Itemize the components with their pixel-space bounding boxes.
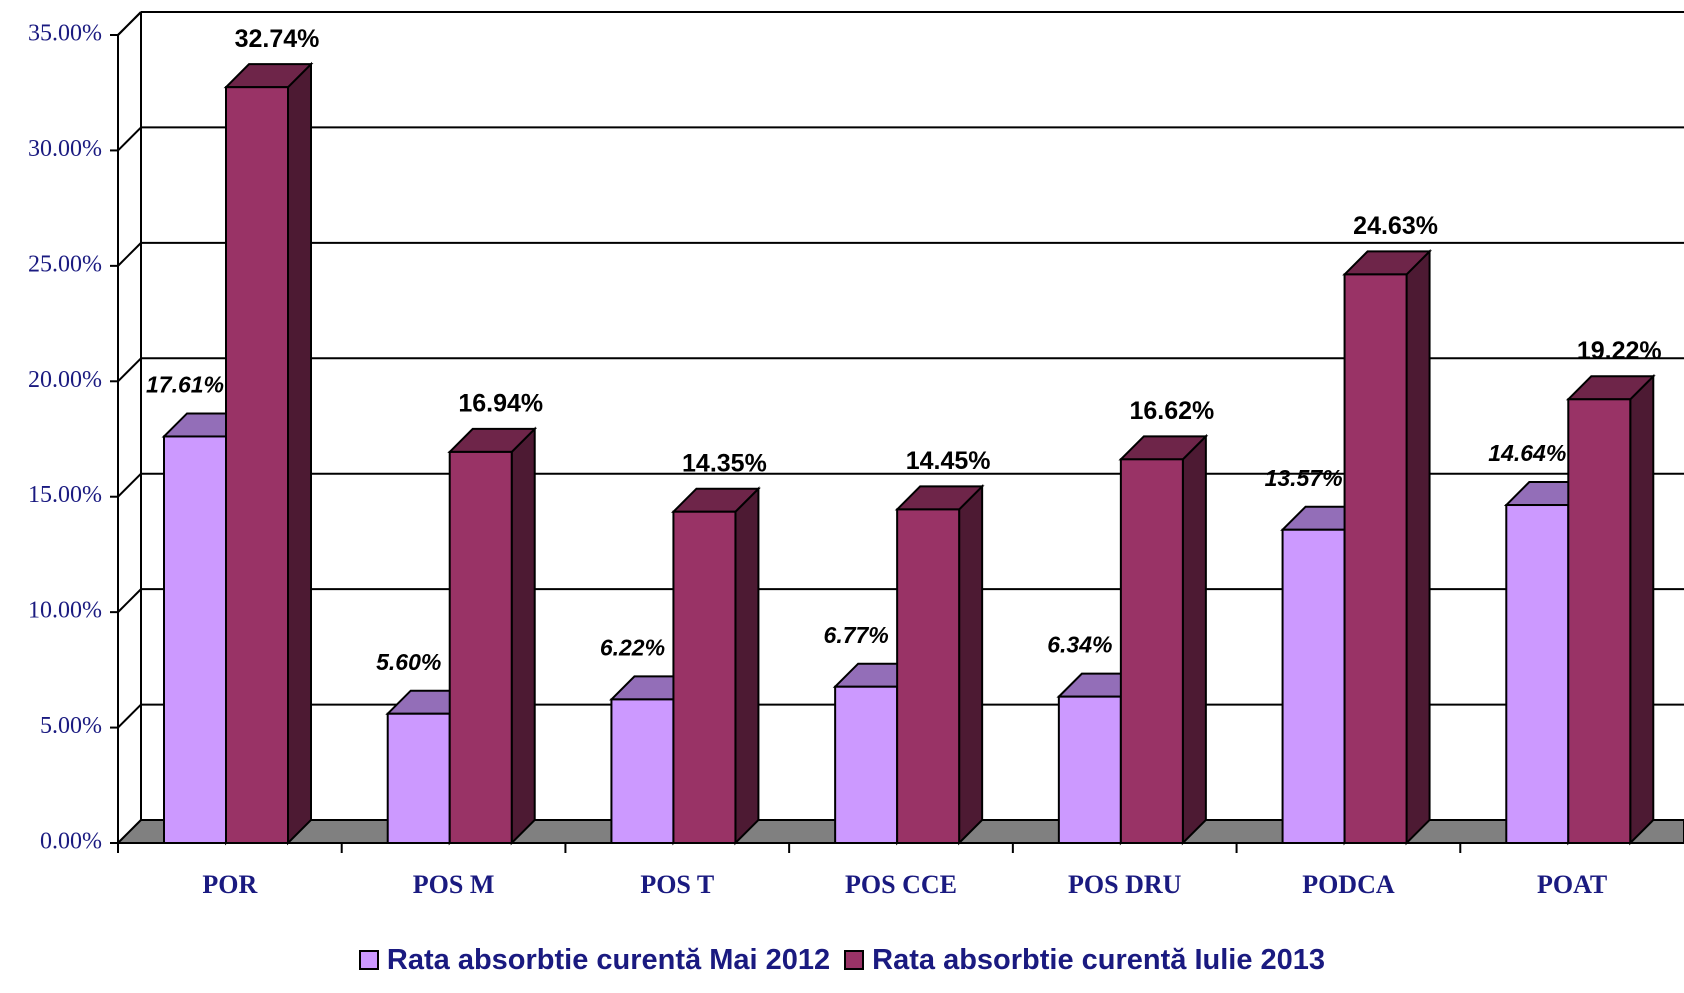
bar [163,435,227,844]
data-label: 6.22% [600,634,665,660]
bar [386,712,451,844]
bar-side [510,426,536,846]
bar [1281,528,1346,844]
bar-side [287,61,312,846]
bar-side [958,483,984,846]
data-label: 17.61% [146,372,224,398]
grid-line-side [117,126,142,152]
bar-side [734,486,760,846]
grid-line-side [117,242,142,267]
grid-line-side [117,11,142,36]
bar [834,685,899,844]
x-tick-label: POS DRU [1068,870,1182,899]
bar [1505,504,1570,844]
x-tick-label: POS M [413,870,495,899]
bar-side [1405,248,1431,846]
bar-side [1629,373,1655,846]
y-tick-label: 35.00% [28,21,102,47]
data-label: 14.64% [1488,440,1566,466]
data-label: 6.34% [1047,632,1112,658]
bar [672,510,737,844]
grid-line-side [117,357,142,382]
legend: Rata absorbtie curentă Mai 2012 Rata abso… [0,938,1684,982]
y-tick-label: 5.00% [40,713,102,739]
data-label: 16.62% [1129,397,1214,425]
data-label: 19.22% [1577,337,1662,365]
data-label: 5.60% [376,649,441,675]
grid-line-side [117,703,142,729]
y-tick-label: 15.00% [28,482,102,508]
legend-label: Rata absorbtie curentă Mai 2012 [386,943,831,976]
legend-item: Rata absorbtie curentă Iulie 2013 [844,944,1325,977]
data-label: 32.74% [235,25,320,53]
y-tick-label: 30.00% [28,136,102,162]
bar-side [1181,433,1207,846]
x-tick-label: POS CCE [845,870,957,899]
bar [1567,398,1632,844]
bar [896,508,961,844]
bar [1057,695,1122,845]
x-tick-label: POR [202,870,257,899]
bar [448,450,513,844]
legend-swatch [358,950,379,970]
bar [225,86,289,845]
data-label: 13.57% [1265,465,1343,491]
bar [1119,458,1184,844]
y-tick-label: 10.00% [28,598,102,624]
y-tick-label: 20.00% [28,367,102,393]
bar [610,698,675,844]
x-tick-label: POAT [1537,870,1607,899]
legend-label: Rata absorbtie curentă Iulie 2013 [872,943,1326,976]
bar [1343,273,1408,844]
y-tick-label: 25.00% [28,251,102,277]
x-tick-label: POS T [640,870,714,899]
data-label: 14.45% [906,447,991,475]
data-label: 24.63% [1353,212,1438,240]
grid-line-side [117,473,142,498]
data-label: 14.35% [682,449,767,477]
legend-item: Rata absorbtie curentă Mai 2012 [358,943,831,977]
data-label: 16.94% [458,390,543,418]
grid-line-side [117,588,142,613]
y-tick-label: 0.00% [40,829,102,855]
legend-swatch [844,950,865,970]
data-label: 6.77% [824,622,889,648]
x-tick-label: PODCA [1302,870,1395,899]
